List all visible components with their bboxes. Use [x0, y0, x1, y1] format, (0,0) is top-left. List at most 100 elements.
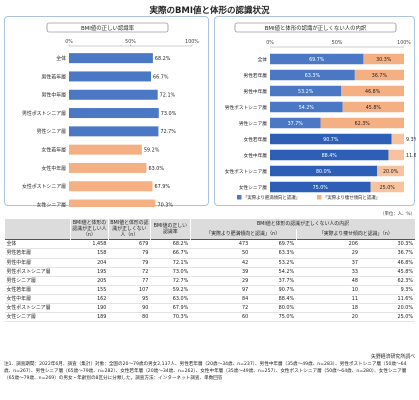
header-correct-n: BMI値と体形の認識が正しい人（n） [69, 219, 109, 240]
table-cell: 77 [108, 276, 151, 286]
bar-obese [270, 181, 371, 193]
category-label: 男性中年層 [244, 88, 268, 95]
table-cell: 80 [108, 312, 151, 323]
bar-thin [388, 149, 404, 161]
bar-thin [320, 117, 404, 129]
table-row: 全体 1,458 679 68.2% 473 69.7% 206 30.3% [4, 239, 415, 250]
table-row: 男性若年層 158 79 66.7% 50 63.3% 29 36.7% [4, 248, 415, 259]
axis-tick-label: 100% [397, 40, 411, 46]
data-label-obese: 63.3% [305, 73, 321, 79]
table-cell: 37.7% [250, 276, 297, 286]
table-cell: 63.0% [150, 294, 191, 305]
row-label: 全体 [4, 239, 71, 250]
source-label: 矢野経済研究所調べ [370, 354, 415, 360]
table-cell: 84 [190, 294, 251, 305]
table-cell: 46.8% [360, 258, 415, 268]
table-cell: 195 [70, 267, 109, 277]
table-cell: 158 [70, 248, 109, 259]
category-label: 女性シニア層 [37, 201, 66, 207]
row-label: 女性ポストシニア層 [4, 303, 71, 314]
header-incorrect-n: BMI値と体形の認識が正しくない人（n） [107, 219, 151, 240]
table-cell: 79 [108, 248, 151, 259]
table-cell: 107 [108, 285, 151, 295]
table-cell: 20 [296, 312, 361, 323]
recognition-rate-chart-svg: BMI値の正しい認識率 0% 50% 100% 全体 68.2% 男性若年層 66.7% 男性中… [22, 22, 199, 207]
bar [69, 162, 147, 173]
bar-obese [270, 133, 392, 145]
table-cell: 73.0% [150, 267, 191, 277]
axis-tick-label: 0% [65, 39, 73, 45]
data-label-obese: 88.4% [322, 153, 338, 159]
table-cell: 473 [190, 239, 251, 250]
bar [69, 53, 153, 64]
table-row: 男性ポストシニア層 195 72 73.0% 39 54.2% 33 45.8% [4, 267, 415, 277]
data-label: 63.0% [148, 166, 164, 172]
data-label-thin: 11.6% [406, 153, 416, 159]
page-title: 実際のBMI値と体形の認識状況 [149, 6, 270, 16]
table-row: 女性若年層 155 107 59.2% 97 90.7% 10 9.3% [4, 285, 415, 295]
table-cell: 63.3% [250, 248, 297, 259]
axis-tick-label: 50% [125, 39, 136, 45]
row-label: 女性若年層 [4, 285, 71, 295]
data-table: BMI値と体形の認識が正しい人（n） BMI値と体形の認識が正しくない人（n） … [4, 219, 415, 323]
table-cell: 90 [108, 303, 151, 314]
data-label: 70.3% [157, 202, 173, 207]
data-label: 66.7% [153, 74, 169, 80]
table-row: 女性中年層 162 95 63.0% 84 88.4% 11 11.6% [4, 294, 415, 305]
legend-label-thin: 「実際より痩せ傾向と認識」 [323, 194, 380, 201]
bar-obese [270, 165, 378, 177]
row-label: 女性中年層 [4, 294, 71, 305]
category-label: 全体 [258, 56, 268, 63]
chart-title: BMI値と体形の認識が正しくない人の内訳 [265, 24, 367, 32]
table-row: 女性シニア層 189 80 70.3% 60 75.0% 20 25.0% [4, 312, 415, 323]
category-label: 女性シニア層 [239, 184, 267, 191]
table-cell: 29 [296, 248, 361, 259]
bar-thin [342, 101, 404, 113]
axis-tick-label: 50% [332, 40, 343, 46]
row-label: 男性中年層 [4, 258, 71, 268]
axis-tick-label: 100% [185, 39, 199, 45]
breakdown-chart-svg: BMI値と体形の認識が正しくない人の内訳 0% 50% 100% 全体 69.7% 30.3… [225, 22, 416, 201]
table-cell: 72 [108, 267, 151, 277]
bar-thin [370, 181, 404, 193]
data-label-obese: 37.7% [288, 121, 304, 127]
unit-label: （単位：人、%） [380, 212, 415, 217]
bar-obese [270, 85, 342, 97]
table-cell: 45.8% [360, 267, 415, 277]
recognition-rate-chart: BMI値の正しい認識率 0% 50% 100% 全体 68.2% 男性若年層 66.7% 男性中… [4, 16, 209, 207]
category-label: 女性若年層 [244, 136, 268, 143]
legend-swatch-thin [317, 195, 322, 200]
category-label: 男性中年層 [42, 92, 67, 99]
table-cell: 39 [190, 267, 251, 277]
table-cell: 37 [296, 258, 361, 268]
data-label-obese: 54.2% [299, 105, 315, 111]
table-cell: 69.7% [250, 239, 297, 250]
table-cell: 20.0% [360, 303, 415, 314]
table-cell: 72 [190, 303, 251, 314]
bar-thin [354, 69, 404, 81]
data-label-obese: 90.7% [323, 137, 339, 143]
table-cell: 79 [108, 258, 151, 268]
bar-thin [363, 53, 404, 65]
chart-title-box [46, 22, 169, 33]
table-cell: 162 [70, 294, 109, 305]
bar-obese [270, 69, 355, 81]
category-label: 男性シニア層 [37, 128, 66, 135]
data-label-thin: 30.3% [376, 57, 392, 63]
row-label: 女性シニア層 [4, 312, 71, 323]
data-label-thin: 9.3% [406, 137, 416, 143]
data-label-obese: 69.7% [309, 57, 325, 63]
category-label: 男性若年層 [244, 72, 268, 79]
bar-obese [270, 53, 364, 65]
table-cell: 10 [296, 285, 361, 295]
table-cell: 11.6% [360, 294, 415, 305]
row-label: 男性若年層 [4, 248, 71, 259]
table-cell: 80.0% [250, 303, 297, 314]
table-cell: 30.3% [360, 239, 415, 250]
category-label: 全体 [56, 55, 66, 62]
category-label: 男性シニア層 [239, 120, 267, 127]
breakdown-chart: BMI値と体形の認識が正しくない人の内訳 0% 50% 100% 全体 69.7% 30.3… [214, 16, 416, 206]
table-cell: 36.7% [360, 248, 415, 259]
table-cell: 75.0% [250, 312, 297, 323]
bar [69, 199, 156, 207]
